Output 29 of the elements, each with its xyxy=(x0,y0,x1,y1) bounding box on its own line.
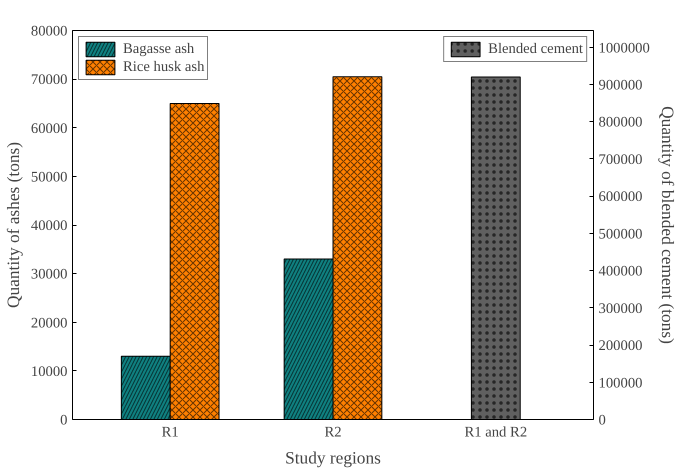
y-tick-label: 50000 xyxy=(30,169,68,186)
y2-tick-label: 400000 xyxy=(598,264,642,280)
y-tick-label: 70000 xyxy=(30,72,68,88)
y2-axis-title: Quantity of blended cement (tons) xyxy=(658,106,677,344)
y-tick-label: 60000 xyxy=(30,120,68,137)
y-tick-label: 10000 xyxy=(30,364,68,380)
x-tick-label: R1 and R2 xyxy=(464,424,528,440)
y2-tick-label: 300000 xyxy=(598,300,642,317)
x-axis-title: Study regions xyxy=(285,448,382,468)
y2-tick-label: 0 xyxy=(598,412,606,428)
y2-tick-label: 600000 xyxy=(598,189,642,206)
legend-label: Rice husk ash xyxy=(123,58,204,76)
x-tick-label: R1 xyxy=(162,424,179,440)
y-tick-label: 20000 xyxy=(30,315,68,332)
y-tick-label: 80000 xyxy=(30,24,68,40)
y2-tick-label: 200000 xyxy=(598,338,642,354)
legend-label: Blended cement xyxy=(488,40,583,58)
y2-tick-label: 100000 xyxy=(598,375,642,392)
y2-tick-label: 900000 xyxy=(598,77,642,94)
y2-tick-label: 1000000 xyxy=(598,40,650,56)
legend-label: Bagasse ash xyxy=(123,40,194,58)
y-tick-label: 0 xyxy=(60,412,68,428)
y2-tick-label: 700000 xyxy=(598,152,642,168)
y2-tick-label: 800000 xyxy=(598,114,642,131)
y-tick-label: 40000 xyxy=(30,218,68,234)
y-axis-title: Quantity of ashes (tons) xyxy=(4,142,23,308)
y-tick-label: 30000 xyxy=(30,266,68,283)
x-tick-label: R2 xyxy=(324,424,342,440)
y2-tick-label: 500000 xyxy=(598,226,642,242)
